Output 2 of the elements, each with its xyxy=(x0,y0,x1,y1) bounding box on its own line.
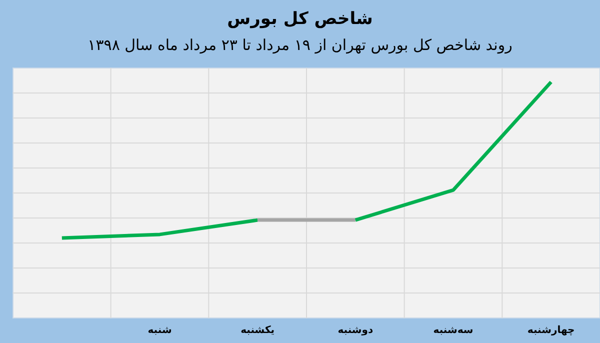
subtitle: روند شاخص کل بورس تهران از ۱۹ مرداد تا ۲۳ مرداد ماه سال ۱۳۹۸ xyxy=(88,36,512,54)
title: شاخص کل بورس xyxy=(227,9,373,29)
